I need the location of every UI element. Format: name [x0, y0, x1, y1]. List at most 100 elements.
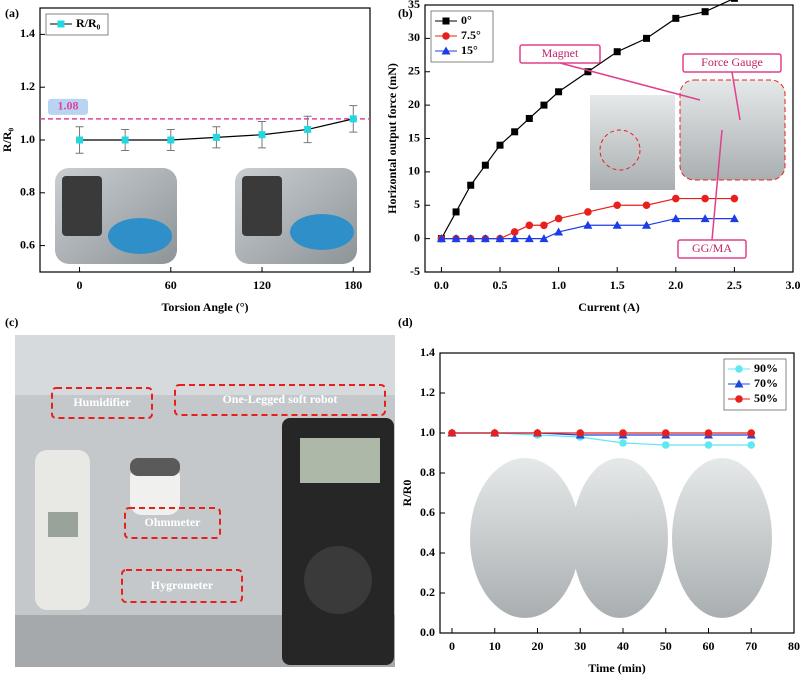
photo-label: Hygrometer — [151, 578, 214, 592]
y-tick-label: 0.6 — [420, 505, 435, 519]
marker — [480, 234, 490, 243]
x-tick-label: 20 — [531, 639, 543, 653]
inset-photo — [679, 79, 786, 181]
marker — [704, 429, 713, 437]
photo — [304, 546, 372, 614]
marker — [258, 131, 266, 139]
legend-marker — [735, 395, 743, 403]
y-tick-label: -5 — [410, 264, 420, 278]
y-tick-label: 0.4 — [420, 545, 435, 559]
label-box — [124, 507, 221, 539]
marker — [525, 221, 534, 230]
inset-photo — [572, 458, 668, 618]
marker — [540, 221, 548, 230]
inset-photo — [62, 176, 102, 236]
marker — [349, 115, 357, 123]
marker — [466, 234, 476, 243]
legend-marker — [57, 20, 65, 28]
photo — [130, 465, 180, 515]
y-tick-label: 0.6 — [20, 237, 35, 251]
legend-label: R/R₀ — [76, 16, 101, 30]
y-axis-label: R/R₀ — [0, 127, 14, 152]
y-tick-label: 1.2 — [20, 79, 35, 93]
callout: GG/MA — [692, 241, 732, 255]
marker — [524, 234, 534, 243]
x-tick-label: 3.0 — [786, 278, 800, 292]
marker — [533, 429, 542, 437]
inset-photo — [672, 458, 772, 618]
callout-box — [677, 239, 747, 259]
y-tick-label: 1.0 — [20, 132, 35, 146]
y-tick-label: 35 — [408, 0, 420, 11]
panel-label: (d) — [398, 315, 413, 329]
marker — [583, 220, 593, 229]
callout: Magnet — [542, 46, 579, 60]
photo-label: Humidifier — [73, 395, 131, 409]
callout-line — [731, 71, 741, 121]
marker — [613, 201, 622, 210]
inset-photo — [590, 95, 675, 190]
photo-label: Ohmmeter — [145, 515, 202, 529]
marker — [619, 429, 627, 437]
marker — [612, 220, 622, 229]
x-tick-label: 80 — [788, 639, 800, 653]
marker — [121, 136, 129, 144]
y-tick-label: 15 — [408, 130, 420, 144]
marker — [555, 88, 563, 96]
x-tick-label: 70 — [745, 639, 757, 653]
marker — [495, 234, 505, 243]
marker — [525, 114, 533, 122]
x-tick-label: 30 — [574, 639, 586, 653]
legend-marker — [441, 46, 451, 55]
x-tick-label: 60 — [702, 639, 714, 653]
inset-photo — [599, 129, 641, 171]
marker — [730, 194, 739, 203]
legend-label: 50% — [754, 391, 778, 405]
y-tick-label: 0.8 — [20, 185, 35, 199]
annotation-bg — [48, 98, 88, 115]
marker — [539, 234, 549, 243]
y-tick-label: 30 — [408, 30, 420, 44]
marker — [481, 161, 489, 169]
marker — [729, 214, 739, 223]
photo — [48, 512, 78, 537]
y-tick-label: 1.4 — [420, 345, 435, 359]
x-tick-label: 0 — [449, 639, 455, 653]
x-axis-label: Time (min) — [588, 661, 645, 675]
y-tick-label: 0.8 — [420, 465, 435, 479]
marker — [496, 141, 504, 149]
marker — [643, 34, 651, 42]
label-box — [51, 387, 153, 419]
marker — [661, 441, 670, 449]
y-tick-label: 25 — [408, 64, 420, 78]
legend-label: 90% — [754, 361, 778, 375]
marker — [576, 429, 585, 437]
marker — [747, 429, 756, 437]
x-axis-label: Current (A) — [578, 300, 639, 314]
marker — [661, 429, 670, 437]
marker — [613, 48, 621, 56]
annotation: 1.08 — [58, 99, 79, 113]
y-tick-label: 10 — [408, 164, 420, 178]
x-tick-label: 0 — [77, 278, 83, 292]
inset-photo — [108, 218, 172, 254]
marker — [490, 429, 499, 437]
photo-label: One-Legged soft robot — [222, 392, 337, 406]
x-tick-label: 40 — [617, 639, 629, 653]
legend-marker — [442, 17, 450, 25]
y-axis-label: Horizontal output force (mN) — [385, 63, 399, 214]
marker — [672, 194, 680, 203]
marker — [452, 208, 460, 216]
legend-label: 15° — [461, 43, 478, 57]
x-tick-label: 0.5 — [493, 278, 508, 292]
marker — [511, 128, 519, 136]
marker — [704, 441, 713, 449]
x-tick-label: 1.5 — [610, 278, 625, 292]
marker — [672, 14, 680, 22]
legend-label: 7.5° — [461, 28, 481, 42]
marker — [436, 234, 446, 243]
x-tick-label: 60 — [165, 278, 177, 292]
panel-label: (b) — [398, 6, 413, 20]
inset-photo — [242, 176, 282, 236]
